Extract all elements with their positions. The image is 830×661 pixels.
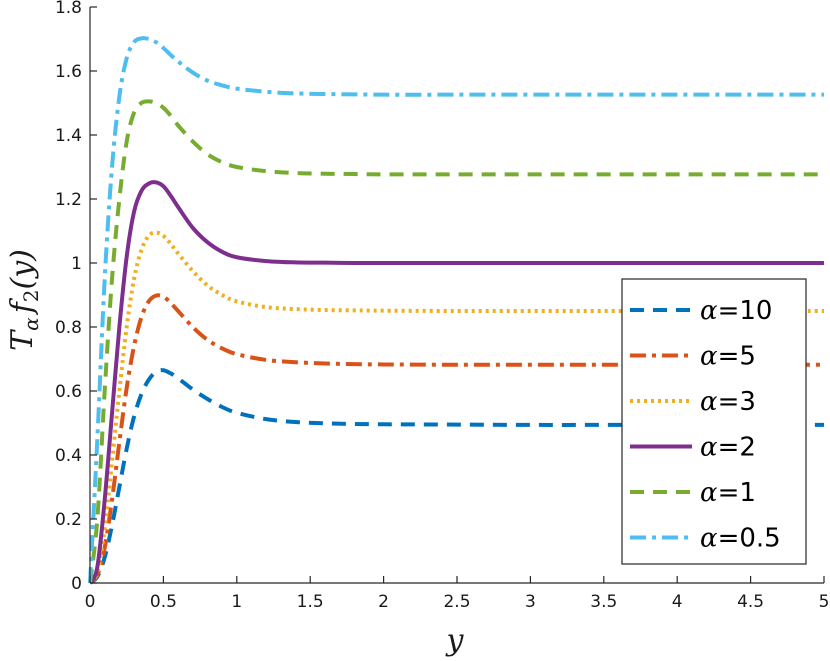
y-tick-label: 1.6	[55, 62, 82, 82]
legend-label-1: α=5	[700, 342, 756, 372]
x-tick-label: 1	[231, 592, 242, 612]
y-tick-label: 1	[71, 254, 82, 274]
y-label-sub-2: 2	[19, 289, 43, 302]
x-tick-label: 3.5	[590, 592, 617, 612]
x-tick-label: 0.5	[150, 592, 177, 612]
plot-area	[88, 36, 824, 585]
series-line-3	[88, 180, 824, 585]
x-axis-label: y	[445, 623, 465, 658]
y-tick-label: 0.2	[55, 510, 82, 530]
y-label-t: T	[5, 329, 40, 351]
tick-labels: 0 0.5 1 1.5 2 2.5 3 3.5 4 4.5 5 0 0.2 0.4 0.6 0.8 1 1.2 1.…	[55, 0, 829, 612]
y-label-sub-alpha: α	[19, 317, 43, 331]
x-tick-label: 1.5	[297, 592, 324, 612]
y-label-arg: (y)	[5, 249, 40, 289]
y-tick-label: 1.2	[55, 190, 82, 210]
y-tick-label: 0.4	[55, 446, 82, 466]
x-tick-label: 4.5	[737, 592, 764, 612]
series-line-4	[88, 99, 824, 584]
x-tick-label: 2.5	[443, 592, 470, 612]
legend-label-4: α=1	[700, 478, 756, 508]
y-tick-label: 1.4	[55, 126, 82, 146]
legend: α=10 α=5 α=3 α=2 α=1 α=0.5	[621, 278, 807, 565]
x-tick-label: 3	[525, 592, 536, 612]
legend-box	[621, 278, 807, 565]
legend-label-5: α=0.5	[700, 524, 781, 554]
x-tick-label: 0	[85, 592, 96, 612]
legend-label-0: α=10	[700, 296, 772, 326]
axes	[89, 6, 825, 584]
x-tick-label: 5	[819, 592, 830, 612]
x-tick-label: 2	[378, 592, 389, 612]
legend-label-2: α=3	[700, 387, 756, 417]
series-line-1	[88, 293, 824, 585]
y-tick-label: 1.8	[55, 0, 82, 18]
series-line-0	[88, 368, 824, 585]
y-axis-label: Tαf2(y)	[5, 249, 43, 351]
y-tick-label: 0	[71, 574, 82, 594]
legend-label-3: α=2	[700, 433, 756, 463]
y-tick-label: 0.8	[55, 318, 82, 338]
series-line-5	[88, 36, 824, 584]
y-tick-label: 0.6	[55, 382, 82, 402]
svg-text:Tαf2(y): Tαf2(y)	[5, 249, 43, 351]
x-tick-label: 4	[672, 592, 683, 612]
